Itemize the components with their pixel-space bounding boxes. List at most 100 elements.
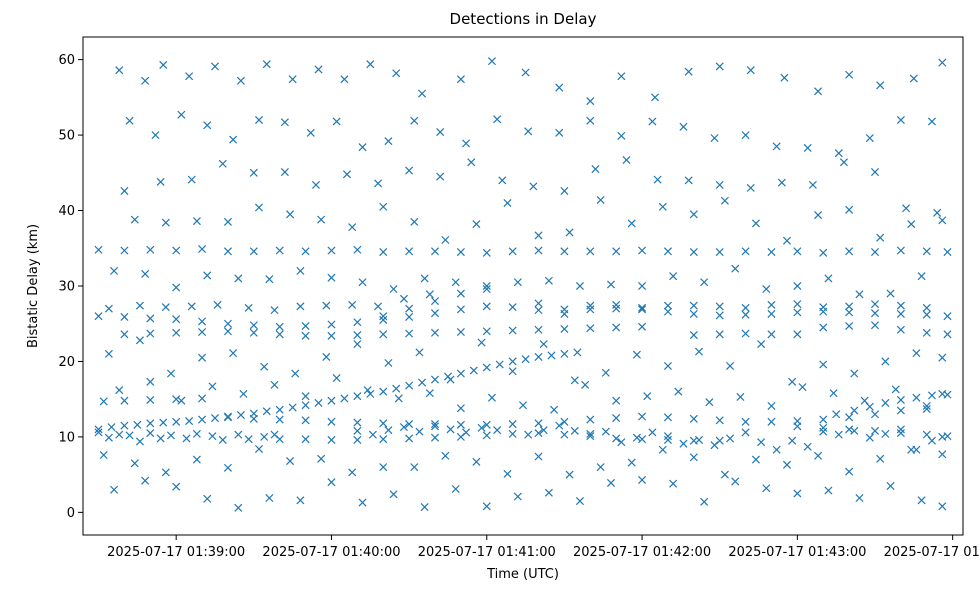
data-point [886, 289, 895, 298]
data-point [353, 392, 362, 401]
data-point [834, 149, 843, 158]
data-point [689, 331, 698, 340]
data-point [353, 331, 362, 340]
data-point [865, 433, 874, 442]
data-point [689, 309, 698, 318]
data-point [379, 248, 388, 257]
data-point [534, 352, 543, 361]
data-point [534, 419, 543, 428]
data-point [456, 369, 465, 378]
data-point [870, 300, 880, 309]
y-tick-label: 10 [58, 430, 75, 445]
data-point [353, 340, 362, 349]
data-point [819, 303, 828, 312]
data-point [353, 318, 362, 327]
data-point [560, 417, 569, 426]
data-point [534, 299, 543, 308]
x-axis-label: Time (UTC) [486, 567, 559, 582]
data-point [229, 135, 238, 144]
data-point [379, 315, 388, 324]
data-point [850, 369, 859, 378]
data-point [896, 301, 905, 310]
data-point [208, 382, 217, 391]
data-point [172, 395, 181, 404]
data-point [301, 416, 310, 425]
x-tick-label: 2025-07-17 01:43:00 [728, 545, 866, 560]
data-point [210, 414, 220, 423]
data-point [146, 395, 155, 404]
data-point [612, 414, 621, 423]
data-point [555, 83, 564, 92]
data-point [751, 219, 760, 228]
data-point [430, 328, 440, 337]
data-point [741, 131, 750, 140]
data-point [927, 117, 936, 126]
data-point [462, 428, 471, 437]
y-tick-label: 60 [58, 53, 75, 68]
data-point [524, 430, 533, 439]
data-point [912, 349, 921, 358]
data-point [348, 300, 357, 309]
data-point [508, 247, 517, 256]
data-point [107, 423, 116, 432]
data-point [379, 312, 388, 321]
data-point [104, 304, 113, 313]
data-point [430, 422, 440, 431]
data-point [446, 425, 455, 434]
data-point [767, 330, 776, 339]
data-point [938, 353, 947, 362]
data-point [262, 60, 271, 69]
data-point [223, 217, 232, 226]
data-point [565, 470, 574, 479]
data-point [741, 428, 750, 437]
data-point [94, 312, 103, 321]
data-point [518, 401, 528, 410]
data-point [767, 309, 776, 318]
data-point [327, 478, 336, 487]
chart-title: Detections in Delay [450, 10, 597, 28]
data-point [907, 220, 916, 229]
data-point [270, 380, 279, 389]
data-point [845, 321, 854, 331]
data-point [430, 433, 440, 442]
data-point [638, 246, 647, 255]
data-point [456, 305, 465, 314]
data-point [254, 444, 264, 454]
data-point [524, 127, 533, 136]
data-point [301, 401, 310, 410]
data-point [767, 248, 776, 257]
data-point [394, 394, 403, 403]
data-point [213, 300, 222, 309]
data-point [467, 158, 476, 167]
data-point [430, 309, 440, 318]
data-point [399, 423, 408, 432]
data-point [606, 478, 616, 487]
data-point [379, 387, 388, 396]
data-point [482, 284, 491, 294]
data-point [146, 314, 155, 323]
data-point [679, 122, 688, 131]
data-point [430, 420, 440, 429]
data-point [674, 387, 683, 396]
data-point [358, 143, 367, 152]
data-point [746, 66, 755, 75]
data-point [638, 322, 647, 331]
data-point [617, 438, 626, 447]
data-point [425, 389, 434, 398]
data-point [192, 455, 201, 464]
data-point [392, 384, 401, 393]
data-point [156, 177, 165, 186]
data-point [498, 176, 507, 185]
data-point [239, 389, 248, 398]
data-point [927, 436, 936, 445]
data-point [389, 490, 398, 499]
data-point [627, 219, 636, 228]
data-point [793, 281, 802, 291]
data-point [938, 216, 947, 225]
data-point [922, 310, 931, 319]
data-point [845, 302, 854, 311]
data-point [896, 309, 905, 318]
x-tick-label: 2025-07-17 01:41:00 [418, 545, 556, 560]
data-point [746, 183, 755, 192]
data-point [534, 452, 543, 461]
